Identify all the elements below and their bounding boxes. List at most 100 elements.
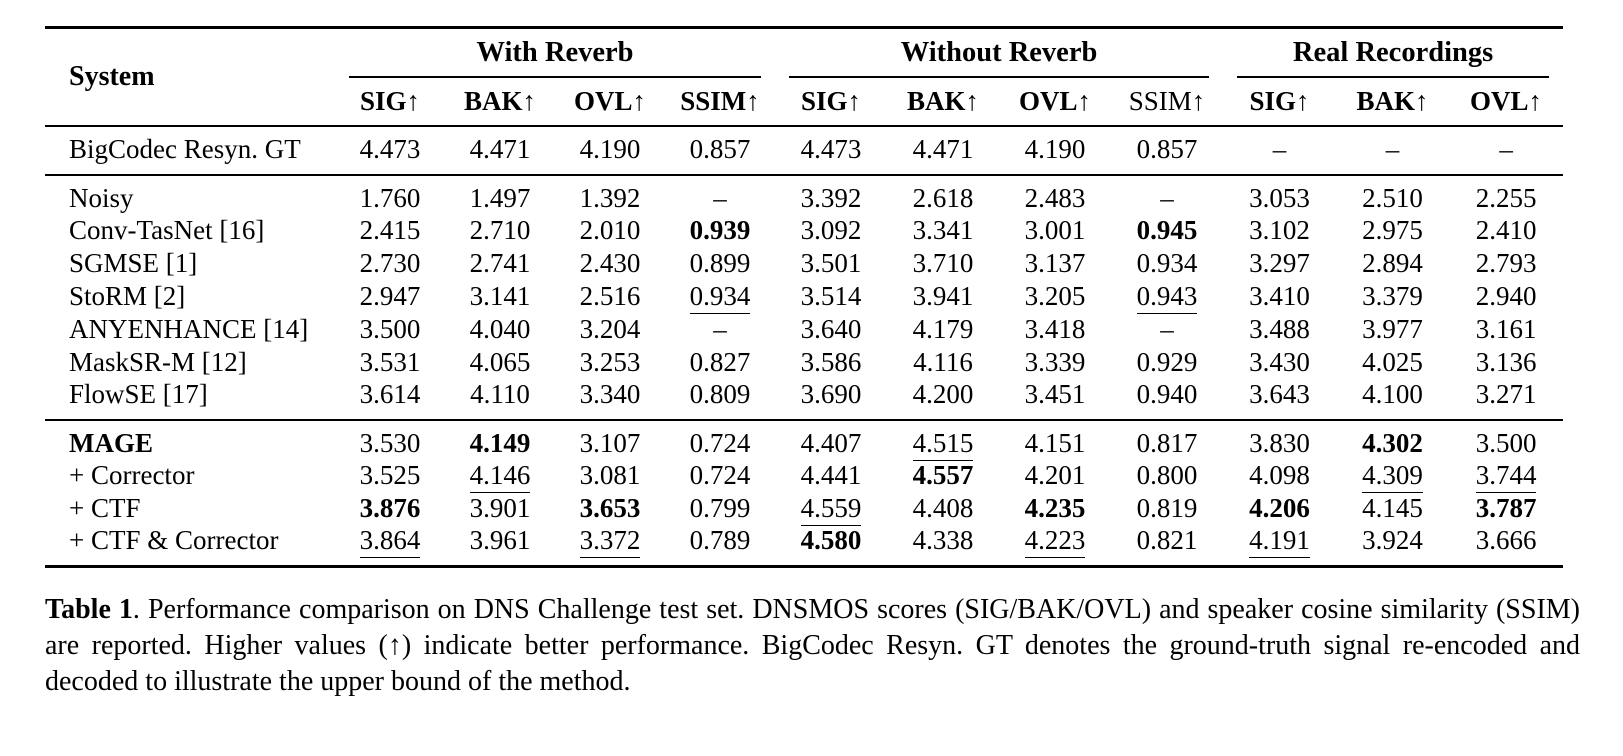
second-best-value: 4.223: [1024, 525, 1086, 558]
value: 3.500: [359, 314, 421, 344]
group-header-with-reverb: With Reverb: [335, 28, 775, 78]
metric-value: 3.339: [999, 346, 1111, 379]
caption-label: Table 1: [45, 594, 133, 625]
value: 0.827: [689, 347, 751, 377]
metric-value: 4.206: [1223, 492, 1336, 525]
value: –: [1385, 134, 1400, 164]
metric-value: 3.379: [1336, 280, 1449, 313]
metric-header-row: SIG↑ BAK↑ OVL↑ SSIM↑ SIG↑ BAK↑ OVL↑ SSIM↑ SIG↑ BA…: [45, 78, 1564, 127]
best-value: 3.787: [1475, 493, 1537, 523]
metric-value: 3.924: [1336, 525, 1449, 567]
value: 3.451: [1024, 379, 1086, 409]
table-block: System With Reverb Without Reverb Real R…: [45, 26, 1580, 700]
best-value: 0.939: [689, 215, 751, 245]
metric-value: 3.205: [999, 280, 1111, 313]
caption-text: . Performance comparison on DNS Challeng…: [45, 594, 1580, 697]
metric-value: 0.821: [1111, 525, 1223, 567]
value: 4.471: [469, 134, 531, 164]
metric-value: 3.340: [555, 379, 665, 420]
best-value: 4.235: [1024, 493, 1086, 523]
value: 3.107: [579, 428, 641, 458]
value: 3.253: [579, 347, 641, 377]
value: 4.473: [800, 134, 862, 164]
value: 2.516: [579, 281, 641, 311]
table-row: Noisy 1.760 1.497 1.392 – 3.392 2.618 2.483 – 3.0…: [45, 174, 1564, 214]
metric-value: 2.516: [555, 280, 665, 313]
value: 3.977: [1362, 314, 1423, 344]
value: 3.141: [469, 281, 531, 311]
metric-value: 0.945: [1111, 214, 1223, 247]
table-row: StoRM [2] 2.947 3.141 2.516 0.934 3.514 3.941 3…: [45, 280, 1563, 314]
metric-value: 4.149: [445, 419, 555, 459]
metric-value: 3.092: [775, 214, 887, 247]
metric-value: 1.497: [445, 174, 555, 214]
metric-value: 2.793: [1449, 247, 1563, 280]
metric-value: –: [1223, 126, 1336, 175]
metric-value: 3.941: [887, 280, 999, 313]
value: –: [713, 314, 727, 344]
column-header-sig-g2: SIG↑: [1223, 78, 1337, 127]
value: 4.201: [1024, 460, 1086, 490]
value: 3.410: [1249, 281, 1310, 311]
metric-value: 2.010: [555, 214, 665, 247]
value: 0.929: [1136, 347, 1198, 377]
value: 4.473: [359, 134, 421, 164]
value: 0.789: [689, 525, 751, 555]
metric-value: 4.190: [999, 126, 1111, 175]
value: 1.497: [469, 183, 531, 213]
metric-value: 3.525: [335, 459, 445, 492]
value: –: [1499, 134, 1513, 164]
metric-value: 0.929: [1111, 346, 1223, 379]
metric-value: 0.857: [1111, 126, 1223, 175]
system-name: SGMSE [1]: [69, 248, 198, 278]
value: 3.901: [469, 493, 531, 523]
metric-value: 1.760: [335, 174, 445, 214]
value: 2.483: [1024, 183, 1086, 213]
metric-value: –: [1111, 313, 1223, 346]
metric-value: 4.473: [335, 126, 445, 175]
metric-value: 3.500: [1449, 419, 1564, 459]
value: 4.151: [1024, 428, 1086, 458]
table-row: BigCodec Resyn. GT 4.473 4.471 4.190 0.857 4.…: [45, 126, 1563, 175]
system-name: ANYENHANCE [14]: [69, 314, 309, 344]
system-name: MAGE: [45, 419, 335, 459]
metric-value: 4.151: [999, 419, 1112, 459]
value: 3.392: [800, 183, 862, 213]
metric-value: 4.580: [775, 525, 887, 567]
value: 3.488: [1249, 314, 1310, 344]
value: 3.339: [1024, 347, 1086, 377]
value: 2.010: [579, 215, 641, 245]
second-best-value: 0.943: [1136, 281, 1198, 314]
value: 4.200: [912, 379, 974, 409]
value: –: [1160, 314, 1174, 344]
metric-value: 3.710: [887, 247, 999, 280]
value: 2.730: [359, 248, 421, 278]
metric-value: 3.640: [775, 313, 887, 346]
metric-value: 3.001: [999, 214, 1111, 247]
metric-value: 0.724: [665, 419, 776, 459]
metric-value: 3.501: [775, 247, 887, 280]
metric-value: 0.857: [665, 126, 775, 175]
metric-value: 3.253: [555, 346, 665, 379]
metric-value: 2.618: [887, 174, 1000, 214]
metric-value: 1.392: [555, 174, 665, 214]
metric-value: 3.392: [775, 174, 888, 214]
value: 3.001: [1024, 215, 1086, 245]
metric-value: 3.690: [775, 379, 887, 420]
value: 3.525: [359, 460, 421, 490]
metric-value: –: [665, 313, 775, 346]
metric-value: 3.341: [887, 214, 999, 247]
group-label-without-reverb: Without Reverb: [789, 29, 1210, 78]
metric-value: 2.483: [999, 174, 1112, 214]
table-header: System With Reverb Without Reverb Real R…: [45, 27, 1564, 127]
value: 3.830: [1249, 428, 1310, 458]
group-label-real-recordings: Real Recordings: [1237, 29, 1550, 78]
system-name: Noisy: [45, 174, 335, 214]
metric-value: 2.940: [1449, 280, 1563, 313]
column-header-bak-g0: BAK↑: [445, 78, 555, 127]
metric-value: 2.430: [555, 247, 665, 280]
metric-value: 0.899: [665, 247, 775, 280]
column-header-ssim-g1: SSIM↑: [1111, 78, 1224, 127]
metric-value: 4.559: [775, 492, 887, 526]
